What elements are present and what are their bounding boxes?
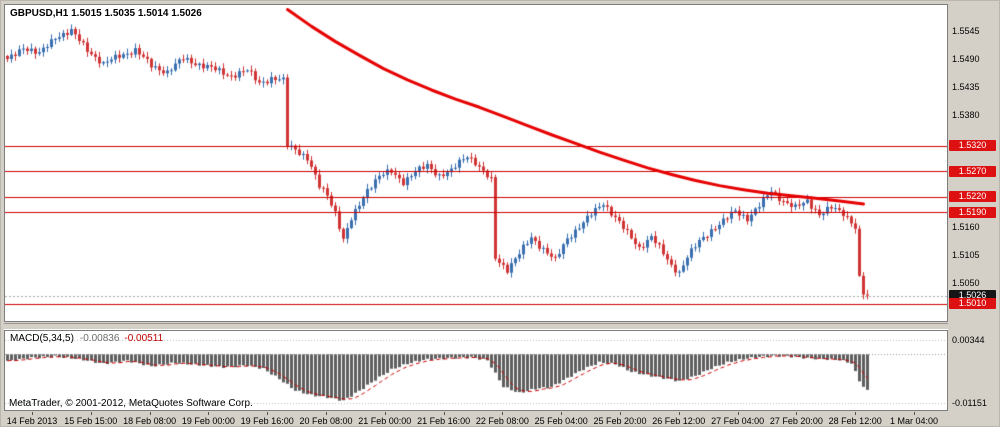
price-axis-tick: 1.5105 (952, 250, 980, 260)
time-axis-tick (855, 412, 856, 415)
macd-axis-tick: 0.00344 (952, 335, 985, 345)
time-axis-tick (267, 412, 268, 415)
time-axis-tick (208, 412, 209, 415)
time-axis-label: 15 Feb 15:00 (64, 416, 118, 426)
time-axis-label: 27 Feb 04:00 (711, 416, 765, 426)
time-axis-label: 26 Feb 12:00 (652, 416, 706, 426)
time-axis-tick (385, 412, 386, 415)
time-axis-label: 25 Feb 20:00 (593, 416, 647, 426)
bid-price-label: 1.5026 (949, 290, 996, 301)
time-axis-tick (914, 412, 915, 415)
price-axis-tick: 1.5380 (952, 110, 980, 120)
price-axis-tick: 1.5490 (952, 54, 980, 64)
hline-price-label: 1.5320 (949, 140, 996, 151)
hline-price-label: 1.5190 (949, 207, 996, 218)
time-axis-tick (91, 412, 92, 415)
time-axis-tick (679, 412, 680, 415)
copyright-text: MetaTrader, © 2001-2012, MetaQuotes Soft… (9, 398, 253, 409)
time-axis-tick (561, 412, 562, 415)
macd-axis-tick: -0.01151 (952, 398, 987, 408)
time-axis-label: 1 Mar 04:00 (889, 416, 939, 426)
price-axis-tick: 1.5435 (952, 82, 980, 92)
time-axis-tick (738, 412, 739, 415)
time-axis-tick (326, 412, 327, 415)
time-axis-label: 25 Feb 04:00 (534, 416, 588, 426)
time-axis-label: 19 Feb 16:00 (240, 416, 294, 426)
price-chart-canvas[interactable] (5, 5, 947, 321)
price-axis-tick: 1.5545 (952, 26, 980, 36)
hline-price-label: 1.5270 (949, 166, 996, 177)
macd-indicator-label: MACD(5,34,5) -0.00836 -0.00511 (10, 333, 163, 344)
time-axis-tick (444, 412, 445, 415)
macd-indicator-panel[interactable]: MACD(5,34,5) -0.00836 -0.00511 MetaTrader,… (4, 330, 948, 411)
time-axis-label: 19 Feb 00:00 (181, 416, 235, 426)
price-axis-scale[interactable]: 1.5545 1.5490 1.5435 1.5380 1.5160 1.5105 1.50… (949, 1, 999, 426)
panel-divider[interactable] (4, 323, 948, 330)
macd-canvas[interactable] (5, 331, 947, 410)
time-axis-label: 28 Feb 12:00 (828, 416, 882, 426)
price-axis-tick: 1.5160 (952, 222, 980, 232)
time-axis-tick (150, 412, 151, 415)
time-axis-label: 27 Feb 20:00 (769, 416, 823, 426)
macd-value: -0.00836 (79, 333, 120, 344)
time-axis-label: 18 Feb 08:00 (123, 416, 177, 426)
time-axis-label: 14 Feb 2013 (6, 416, 58, 426)
time-axis-tick (502, 412, 503, 415)
hline-price-label: 1.5010 (949, 298, 996, 309)
symbol-ohlc-label: GBPUSD,H1 1.5015 1.5035 1.5014 1.5026 (10, 8, 202, 19)
time-axis-label: 21 Feb 00:00 (358, 416, 412, 426)
macd-signal-value: -0.00511 (124, 333, 164, 344)
time-axis-label: 22 Feb 08:00 (475, 416, 529, 426)
time-axis-tick (32, 412, 33, 415)
price-axis-tick: 1.5050 (952, 278, 980, 288)
hline-price-label: 1.5220 (949, 191, 996, 202)
time-axis-label: 20 Feb 08:00 (299, 416, 353, 426)
time-axis-tick (620, 412, 621, 415)
time-axis-tick (796, 412, 797, 415)
time-axis-scale[interactable]: 14 Feb 2013 15 Feb 15:00 18 Feb 08:00 19 Fe… (4, 412, 948, 426)
macd-name: MACD(5,34,5) (10, 333, 74, 344)
time-axis-label: 21 Feb 16:00 (417, 416, 471, 426)
price-chart-panel[interactable]: GBPUSD,H1 1.5015 1.5035 1.5014 1.5026 (4, 4, 948, 322)
